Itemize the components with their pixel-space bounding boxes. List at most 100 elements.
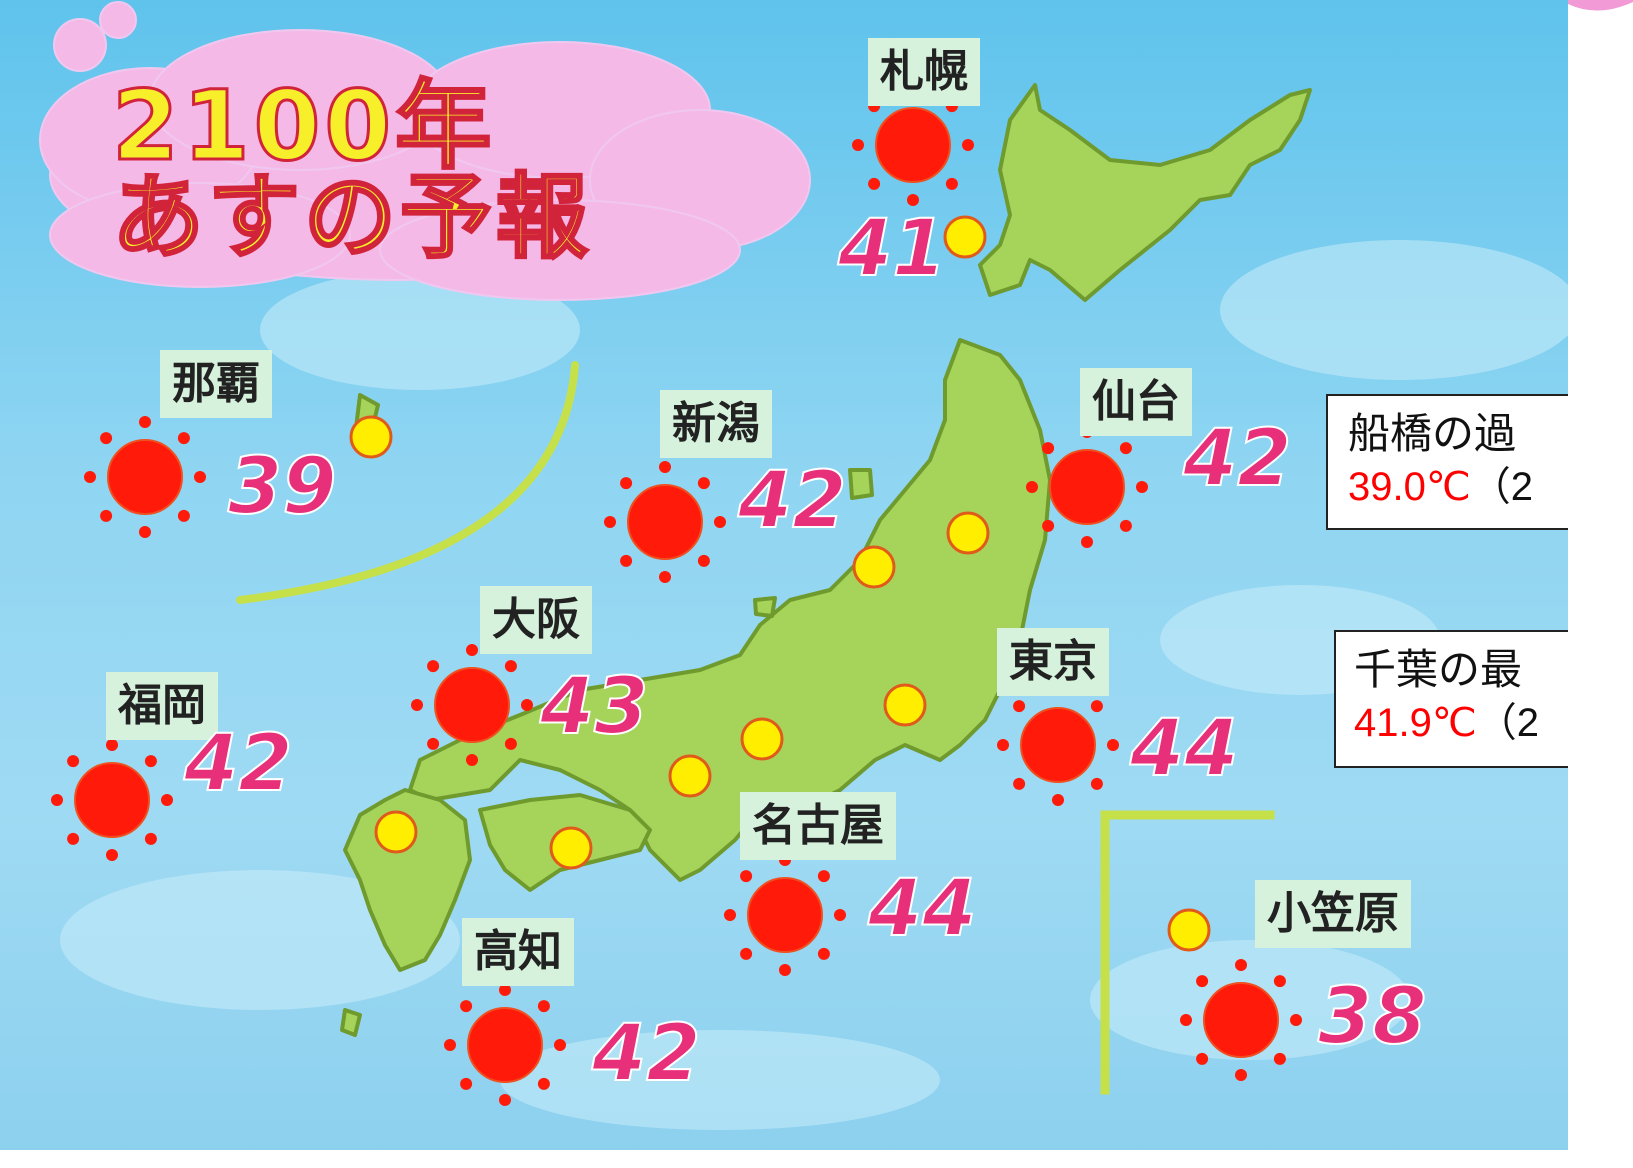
forecast-map: 2100年 あすの予報 札幌 仙台 新潟 那覇 大阪 東京 福岡 名古屋 高知 … bbox=[0, 0, 1568, 1168]
sun-ray-nagoya bbox=[779, 964, 791, 976]
sun-ray-fukuoka bbox=[144, 832, 157, 845]
ogasawara-frame bbox=[1100, 810, 1275, 1095]
sun-ray-sendai bbox=[1119, 519, 1132, 532]
sun-ray-fukuoka bbox=[67, 832, 80, 845]
sun-icon-fukuoka bbox=[74, 762, 150, 838]
marker-tokyo bbox=[883, 683, 927, 727]
sun-ray-niigata bbox=[604, 516, 616, 528]
sun-ray-kochi bbox=[499, 1094, 511, 1106]
sun-ray-nagoya bbox=[817, 947, 830, 960]
sun-ray-fukuoka bbox=[144, 755, 157, 768]
sun-ray-fukuoka bbox=[51, 794, 63, 806]
sun-ray-sapporo bbox=[852, 139, 864, 151]
sun-ray-sendai bbox=[1042, 442, 1055, 455]
sun-ray-sapporo bbox=[962, 139, 974, 151]
sun-ray-niigata bbox=[697, 477, 710, 490]
sun-ray-ogasawara bbox=[1196, 1052, 1209, 1065]
title-cloud bbox=[39, 1, 811, 301]
temp-sendai: 42 bbox=[1182, 414, 1293, 504]
sun-ray-tokyo bbox=[1090, 700, 1103, 713]
sun-ray-nagoya bbox=[724, 909, 736, 921]
sun-icon-nagoya bbox=[747, 877, 823, 953]
sun-icon-osaka bbox=[434, 667, 510, 743]
sun-ray-naha bbox=[139, 526, 151, 538]
sun-icon-kochi bbox=[467, 1007, 543, 1083]
sun-ray-osaka bbox=[466, 644, 478, 656]
sun-ray-nagoya bbox=[817, 870, 830, 883]
city-label-fukuoka: 福岡 bbox=[106, 672, 218, 740]
sun-ray-tokyo bbox=[997, 739, 1009, 751]
temp-fukuoka: 42 bbox=[183, 719, 294, 809]
sun-ray-fukuoka bbox=[106, 739, 118, 751]
record-chiba-value: 41.9℃ bbox=[1354, 701, 1477, 745]
sun-icon-sendai bbox=[1049, 449, 1125, 525]
sun-ray-naha bbox=[100, 432, 113, 445]
sun-ray-sapporo bbox=[868, 177, 881, 190]
sun-ray-niigata bbox=[697, 554, 710, 567]
sun-ray-niigata bbox=[659, 571, 671, 583]
sun-icon-niigata bbox=[627, 484, 703, 560]
corner-decoration bbox=[1568, 0, 1633, 11]
marker-naha bbox=[349, 415, 393, 459]
sado-island bbox=[848, 468, 874, 500]
city-label-ogasawara: 小笠原 bbox=[1255, 880, 1411, 948]
sun-ray-ogasawara bbox=[1196, 975, 1209, 988]
sun-ray-fukuoka bbox=[161, 794, 173, 806]
sun-ray-ogasawara bbox=[1290, 1014, 1302, 1026]
city-label-sendai: 仙台 bbox=[1080, 368, 1192, 436]
sun-ray-niigata bbox=[620, 477, 633, 490]
record-chiba-suffix: （2 bbox=[1476, 701, 1540, 745]
sun-icon-sapporo bbox=[875, 107, 951, 183]
temp-tokyo: 44 bbox=[1129, 704, 1240, 794]
sun-ray-kochi bbox=[444, 1039, 456, 1051]
sun-ray-osaka bbox=[427, 660, 440, 673]
sun-icons bbox=[51, 84, 1302, 1106]
sun-ray-osaka bbox=[504, 660, 517, 673]
record-box-funabashi: 船橋の過 39.0℃（2 bbox=[1326, 394, 1568, 530]
temp-kochi: 42 bbox=[591, 1009, 702, 1099]
marker-sapporo bbox=[943, 215, 987, 259]
city-label-kochi: 高知 bbox=[462, 918, 574, 986]
sun-ray-ogasawara bbox=[1273, 975, 1286, 988]
temp-naha: 39 bbox=[227, 442, 338, 532]
title-year: 2100年 bbox=[110, 70, 496, 182]
sun-ray-ogasawara bbox=[1180, 1014, 1192, 1026]
city-label-naha: 那覇 bbox=[160, 350, 272, 418]
title-forecast: あすの予報 bbox=[110, 164, 593, 271]
marker-kochi bbox=[549, 826, 593, 870]
marker-ogasawara bbox=[1167, 908, 1211, 952]
sun-ray-sendai bbox=[1026, 481, 1038, 493]
sun-ray-osaka bbox=[504, 737, 517, 750]
sun-ray-tokyo bbox=[1013, 700, 1026, 713]
hokkaido-shape bbox=[978, 83, 1312, 302]
sun-ray-fukuoka bbox=[67, 755, 80, 768]
sun-ray-naha bbox=[100, 509, 113, 522]
temp-niigata: 42 bbox=[737, 456, 848, 546]
marker-niigata bbox=[852, 545, 896, 589]
sun-ray-naha bbox=[84, 471, 96, 483]
sun-ray-niigata bbox=[620, 554, 633, 567]
temp-osaka: 43 bbox=[539, 662, 650, 752]
city-label-osaka: 大阪 bbox=[480, 586, 592, 654]
sun-ray-fukuoka bbox=[106, 849, 118, 861]
okinawa-separator-arc bbox=[236, 361, 579, 604]
sun-ray-nagoya bbox=[740, 947, 753, 960]
sun-ray-naha bbox=[139, 416, 151, 428]
marker-sendai bbox=[946, 511, 990, 555]
sun-ray-kochi bbox=[499, 984, 511, 996]
city-markers bbox=[349, 215, 1211, 952]
sun-ray-osaka bbox=[466, 754, 478, 766]
sun-ray-kochi bbox=[537, 1077, 550, 1090]
marker-fukuoka bbox=[374, 810, 418, 854]
record-chiba-label: 千葉の最 bbox=[1354, 646, 1523, 693]
sun-ray-sapporo bbox=[945, 177, 958, 190]
city-label-niigata: 新潟 bbox=[660, 390, 772, 458]
temp-sapporo: 41 bbox=[837, 204, 948, 294]
sun-ray-osaka bbox=[521, 699, 533, 711]
sun-ray-osaka bbox=[427, 737, 440, 750]
marker-nagoya bbox=[740, 717, 784, 761]
sun-ray-niigata bbox=[714, 516, 726, 528]
oki-island bbox=[753, 596, 777, 618]
sun-ray-sendai bbox=[1042, 519, 1055, 532]
record-box-chiba: 千葉の最 41.9℃（2 bbox=[1334, 630, 1568, 768]
